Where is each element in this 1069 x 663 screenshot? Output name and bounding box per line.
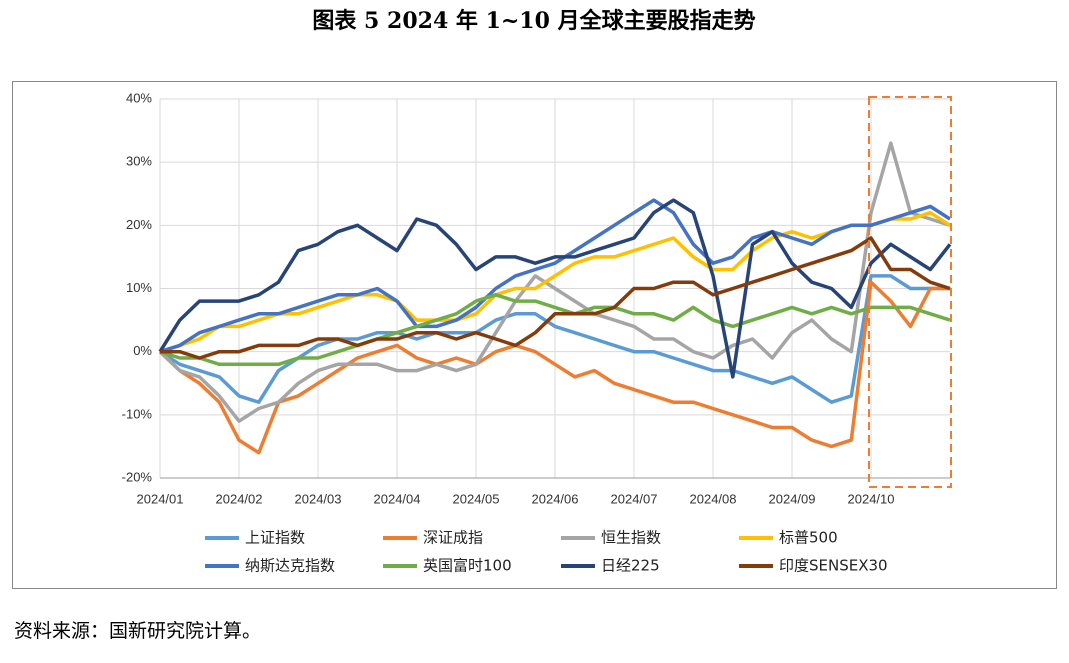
- chart-frame: [12, 81, 1057, 589]
- x-tick-label: 2024/08: [690, 491, 737, 506]
- x-tick-label: 2024/05: [453, 491, 500, 506]
- legend-label: 上证指数: [245, 529, 305, 547]
- plot-area: -20% -10% 0% 10% 20% 30% 40% 2024/01 2024/02 2024…: [122, 90, 952, 575]
- x-tick-label: 2024/06: [532, 491, 579, 506]
- x-tick-label: 2024/09: [769, 491, 816, 506]
- legend-label: 恒生指数: [601, 529, 661, 547]
- series-line: [158, 198, 952, 379]
- y-tick-label: -20%: [122, 469, 153, 484]
- series-line: [159, 210, 951, 354]
- series-line: [159, 274, 950, 404]
- series-line: [158, 141, 951, 423]
- series-line: [158, 280, 950, 455]
- highlight-box: [868, 96, 952, 488]
- legend-label: 纳斯达克指数: [245, 557, 335, 575]
- x-tick-label: 2024/03: [295, 491, 342, 506]
- legend-label: 标普500: [779, 529, 838, 547]
- legend-label: 日经225: [601, 557, 660, 575]
- legend-label: 英国富时100: [423, 557, 512, 575]
- x-tick-label: 2024/01: [137, 491, 184, 506]
- y-tick-label: 0%: [133, 343, 152, 358]
- y-tick-label: 40%: [126, 90, 152, 105]
- series-line: [159, 198, 951, 354]
- y-tick-label: 20%: [126, 217, 152, 232]
- y-tick-label: 10%: [126, 280, 152, 295]
- source-note: 资料来源：国新研究院计算。: [14, 620, 261, 642]
- legend-label: 深证成指: [423, 529, 483, 547]
- series-line: [160, 236, 951, 360]
- y-tick-label: 30%: [126, 154, 152, 169]
- chart-title: 图表 5 2024 年 1~10 月全球主要股指走势: [312, 8, 755, 34]
- y-tick-label: -10%: [122, 406, 153, 421]
- x-tick-label: 2024/02: [216, 491, 263, 506]
- x-tick-label: 2024/04: [374, 491, 421, 506]
- x-tick-label: 2024/10: [848, 491, 895, 506]
- series-line: [159, 293, 951, 367]
- x-tick-label: 2024/07: [611, 491, 658, 506]
- legend-label: 印度SENSEX30: [779, 557, 888, 575]
